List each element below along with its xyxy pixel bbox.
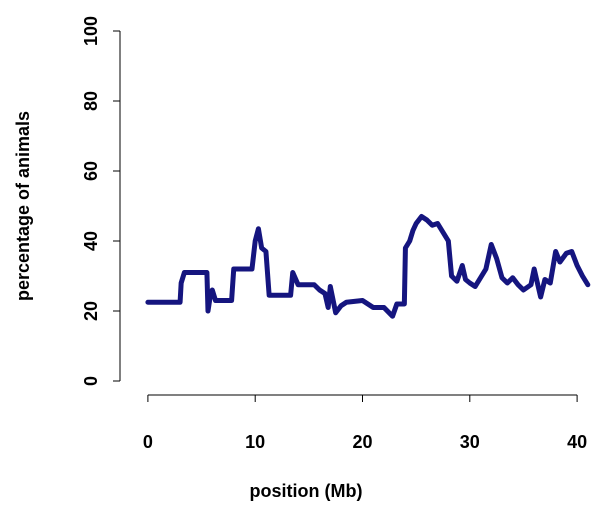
y-tick-label: 20 <box>81 301 101 321</box>
x-tick-label: 10 <box>245 432 265 452</box>
x-tick-label: 30 <box>460 432 480 452</box>
y-tick-label: 40 <box>81 231 101 251</box>
x-tick-label: 40 <box>567 432 587 452</box>
y-tick-label: 0 <box>81 376 101 386</box>
x-tick-label: 20 <box>352 432 372 452</box>
y-tick-label: 80 <box>81 91 101 111</box>
y-axis-label: percentage of animals <box>13 111 33 301</box>
x-axis-label: position (Mb) <box>250 481 363 501</box>
y-tick-label: 100 <box>81 16 101 46</box>
y-tick-label: 60 <box>81 161 101 181</box>
data-line <box>145 214 591 319</box>
x-tick-label: 0 <box>143 432 153 452</box>
